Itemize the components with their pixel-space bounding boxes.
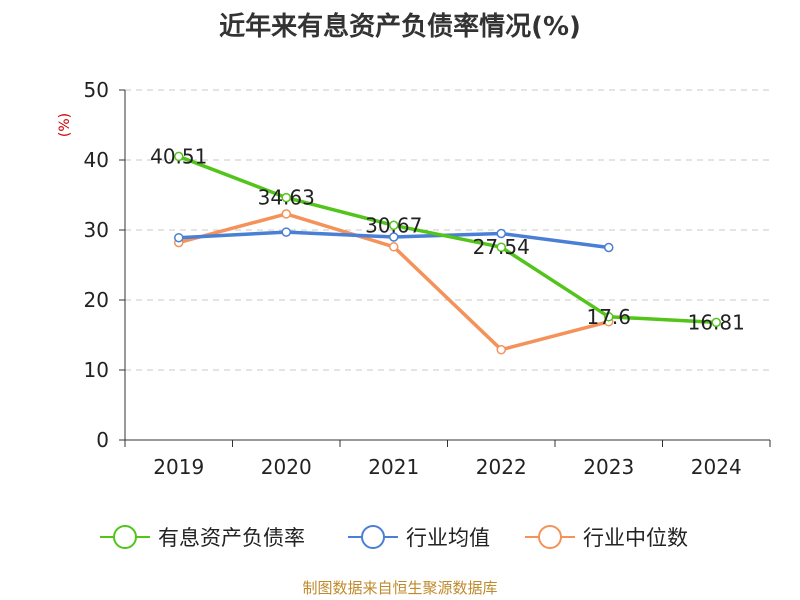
x-ticks: 2019 2020 2021 2022 2023 2024 [124,440,771,479]
series-lines [174,151,721,355]
chart-title: 近年来有息资产负债率情况(%) [219,12,581,42]
data-point [281,209,291,219]
y-tick-label: 20 [84,288,109,312]
data-point [174,232,184,243]
data-label: 17.6 [586,305,631,329]
y-tick-label: 10 [84,358,109,382]
y-tick-label: 0 [96,428,109,452]
x-tick-label: 2024 [691,455,742,479]
data-point [604,312,614,322]
y-tick-label: 40 [84,148,109,172]
data-point [496,228,506,239]
data-point [711,317,721,328]
y-tick-label: 50 [84,78,109,102]
x-tick-label: 2020 [261,455,312,479]
x-tick-label: 2023 [583,455,634,479]
data-label: 16.81 [688,310,745,334]
x-tick-label: 2019 [153,455,204,479]
data-point [389,232,399,242]
data-label: 27.54 [473,235,530,259]
data-point [389,242,399,252]
data-labels: 40.51 34.63 30.67 27.54 17.6 16.81 [150,144,745,334]
series-line [178,154,717,325]
source-note: 制图数据来自恒生聚源数据库 [302,579,498,597]
x-tick-label: 2022 [476,455,527,479]
legend: 有息资产负债率 行业均值 行业中位数 [100,525,688,550]
data-label: 30.67 [365,213,422,237]
legend-label: 行业均值 [406,526,490,550]
legend-label: 行业中位数 [583,526,688,550]
y-axis-label: (%) [57,113,73,137]
data-point [281,227,291,237]
legend-swatch-marker [538,525,562,549]
data-point [389,220,399,231]
data-label: 40.51 [150,144,207,168]
x-tick-label: 2021 [368,455,419,479]
legend-swatch-marker [113,525,137,549]
data-point [604,242,614,253]
data-point [496,344,506,355]
legend-swatch-marker [361,525,385,549]
legend-label: 有息资产负债率 [158,526,305,550]
data-point [496,242,506,252]
y-tick-label: 30 [84,218,109,242]
data-point [174,151,184,162]
data-point [281,192,291,203]
y-ticks: 0 10 20 30 40 50 [84,78,125,452]
data-label: 34.63 [258,186,315,210]
